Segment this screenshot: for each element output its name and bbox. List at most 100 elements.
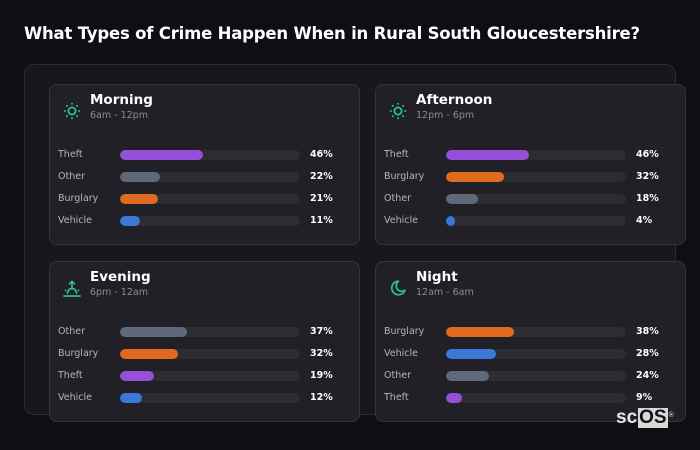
bar-row-burglary: Burglary 32% [376, 170, 685, 184]
bar-value: 38% [636, 326, 659, 337]
bar-label: Burglary [58, 193, 99, 204]
bar-fill [446, 327, 515, 337]
bar-value: 19% [310, 370, 333, 381]
sun-icon [62, 101, 82, 121]
logo-text-os: OS [638, 407, 668, 428]
bar-value: 46% [310, 149, 333, 160]
bar-track [120, 349, 300, 359]
card-time-range: 6am - 12pm [90, 110, 148, 121]
bar-label: Other [384, 193, 411, 204]
bar-track [120, 194, 300, 204]
bar-label: Vehicle [58, 215, 92, 226]
bar-row-theft: Theft 46% [376, 148, 685, 162]
bar-value: 22% [310, 171, 333, 182]
bar-track [446, 216, 626, 226]
card-title: Morning [90, 92, 153, 108]
bar-track [446, 194, 626, 204]
bar-track [120, 371, 300, 381]
moon-icon [388, 278, 408, 298]
bar-label: Vehicle [384, 348, 418, 359]
sun-icon [388, 101, 408, 121]
bar-label: Burglary [384, 326, 425, 337]
bar-label: Other [384, 370, 411, 381]
card-time-range: 12am - 6am [416, 287, 474, 298]
bar-row-other: Other 37% [50, 325, 359, 339]
bar-track [446, 172, 626, 182]
bar-track [120, 393, 300, 403]
bar-value: 46% [636, 149, 659, 160]
card-evening: Evening 6pm - 12am Other 37% Burglary 32% Th… [49, 261, 360, 422]
bar-value: 24% [636, 370, 659, 381]
bar-row-theft: Theft 9% [376, 391, 685, 405]
bar-track [446, 327, 626, 337]
bar-fill [446, 393, 463, 403]
bar-label: Theft [58, 149, 83, 160]
bar-fill [120, 150, 203, 160]
bar-row-vehicle: Vehicle 28% [376, 347, 685, 361]
bar-row-theft: Theft 19% [50, 369, 359, 383]
scos-logo: sc OS ® [616, 408, 674, 428]
bar-fill [446, 371, 490, 381]
bar-row-burglary: Burglary 21% [50, 192, 359, 206]
bar-fill [446, 349, 497, 359]
bar-track [446, 393, 626, 403]
logo-registered-mark: ® [668, 412, 674, 419]
bar-fill [446, 150, 529, 160]
card-night: Night 12am - 6am Burglary 38% Vehicle 28% Ot… [375, 261, 686, 422]
bar-value: 32% [310, 348, 333, 359]
bar-row-burglary: Burglary 32% [50, 347, 359, 361]
bar-fill [120, 216, 140, 226]
logo-text-sc: sc [616, 407, 638, 428]
bar-track [446, 371, 626, 381]
bar-label: Burglary [384, 171, 425, 182]
bar-value: 9% [636, 392, 653, 403]
bar-label: Burglary [58, 348, 99, 359]
bar-fill [120, 371, 155, 381]
bar-value: 18% [636, 193, 659, 204]
bar-row-burglary: Burglary 38% [376, 325, 685, 339]
sunset-icon [62, 278, 82, 298]
bar-row-theft: Theft 46% [50, 148, 359, 162]
bar-value: 21% [310, 193, 333, 204]
bar-track [120, 172, 300, 182]
card-time-range: 12pm - 6pm [416, 110, 475, 121]
card-title: Afternoon [416, 92, 493, 108]
bar-value: 11% [310, 215, 333, 226]
bar-label: Theft [384, 149, 409, 160]
bar-fill [446, 216, 455, 226]
bar-value: 4% [636, 215, 653, 226]
bar-fill [120, 349, 178, 359]
bar-value: 37% [310, 326, 333, 337]
bar-fill [120, 172, 160, 182]
bar-track [120, 327, 300, 337]
card-time-range: 6pm - 12am [90, 287, 148, 298]
bar-fill [120, 327, 187, 337]
bar-row-vehicle: Vehicle 12% [50, 391, 359, 405]
card-title: Evening [90, 269, 151, 285]
bar-label: Other [58, 326, 85, 337]
bar-label: Theft [384, 392, 409, 403]
bar-track [446, 150, 626, 160]
bar-label: Vehicle [384, 215, 418, 226]
bar-fill [446, 172, 504, 182]
bar-value: 28% [636, 348, 659, 359]
card-afternoon: Afternoon 12pm - 6pm Theft 46% Burglary 32%… [375, 84, 686, 245]
bar-row-other: Other 18% [376, 192, 685, 206]
bar-label: Vehicle [58, 392, 92, 403]
bar-fill [120, 194, 158, 204]
bar-label: Theft [58, 370, 83, 381]
bar-fill [120, 393, 142, 403]
bar-row-other: Other 22% [50, 170, 359, 184]
bar-track [120, 150, 300, 160]
bar-row-vehicle: Vehicle 11% [50, 214, 359, 228]
card-title: Night [416, 269, 458, 285]
card-morning: Morning 6am - 12pm Theft 46% Other 22% Burgl… [49, 84, 360, 245]
bar-value: 12% [310, 392, 333, 403]
bar-track [446, 349, 626, 359]
bar-value: 32% [636, 171, 659, 182]
page-title: What Types of Crime Happen When in Rural… [24, 24, 640, 43]
bar-fill [446, 194, 479, 204]
bar-label: Other [58, 171, 85, 182]
bar-row-other: Other 24% [376, 369, 685, 383]
bar-row-vehicle: Vehicle 4% [376, 214, 685, 228]
